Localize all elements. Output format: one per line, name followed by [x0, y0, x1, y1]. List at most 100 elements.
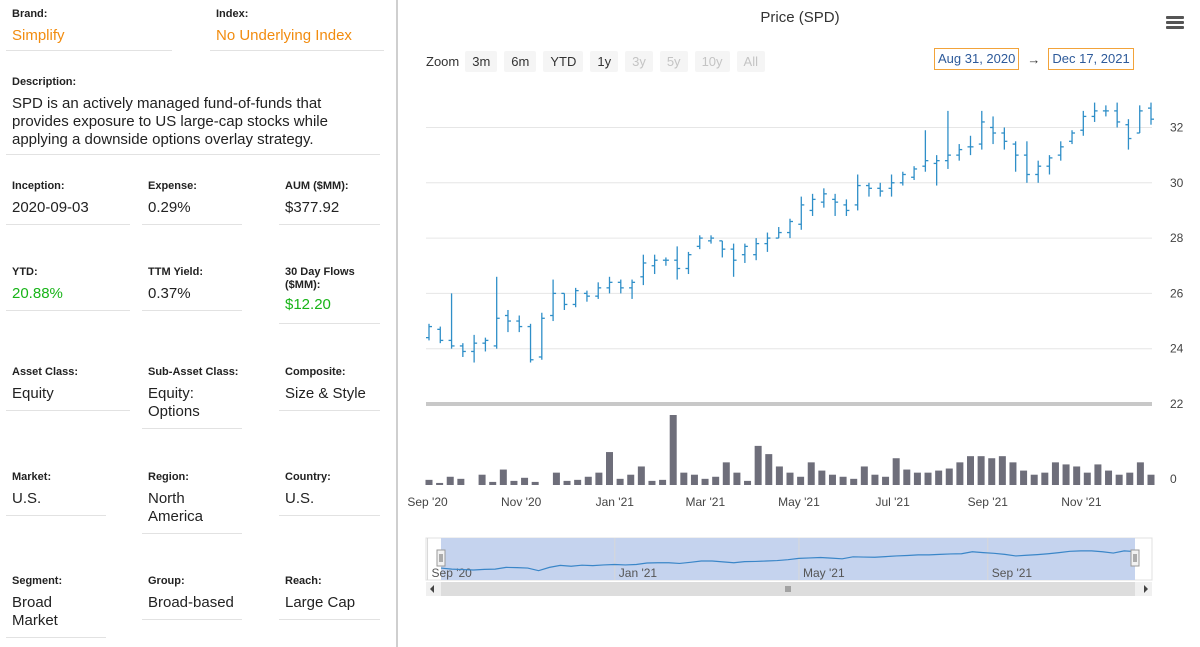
- volume-bar: [1009, 462, 1017, 485]
- volume-bar: [913, 472, 921, 485]
- volume-bar: [669, 415, 677, 485]
- zoom-10y-button[interactable]: 10y: [694, 50, 730, 72]
- divider: [6, 310, 130, 311]
- brand-label: Brand:: [12, 8, 48, 20]
- fund-details-panel: Brand: Simplify Index: No Underlying Ind…: [0, 0, 398, 647]
- volume-bar: [818, 470, 826, 485]
- volume-bar: [850, 478, 858, 485]
- range-to-input[interactable]: Dec 17, 2021: [1048, 48, 1134, 70]
- volume-bar: [754, 445, 762, 485]
- description-label: Description:: [12, 76, 77, 88]
- divider: [142, 224, 242, 225]
- brand-value[interactable]: Simplify: [12, 27, 65, 44]
- volume-bar: [775, 466, 783, 485]
- navigator-label: Jan '21: [619, 566, 658, 580]
- inception-field: Inception: 2020-09-03: [6, 180, 130, 225]
- volume-bar: [945, 468, 953, 485]
- date-range-selector: Aug 31, 2020 → Dec 17, 2021: [934, 48, 1134, 70]
- ttm-yield-value: 0.37%: [148, 285, 191, 302]
- x-tick-label: Sep '20: [407, 495, 448, 509]
- composite-label: Composite:: [285, 366, 346, 378]
- volume-bar: [967, 456, 974, 485]
- volume-bar: [807, 462, 815, 485]
- x-tick-label: Nov '21: [1061, 495, 1102, 509]
- volume-bar: [595, 472, 603, 485]
- index-value[interactable]: No Underlying Index: [216, 27, 352, 44]
- zoom-all-button[interactable]: All: [736, 50, 765, 72]
- reach-label: Reach:: [285, 575, 322, 587]
- volume-bar: [924, 472, 932, 485]
- divider: [279, 410, 380, 411]
- zoom-5y-button[interactable]: 5y: [659, 50, 688, 72]
- description-value: SPD is an actively managed fund-of-funds…: [12, 95, 328, 148]
- x-tick-label: Sep '21: [968, 495, 1009, 509]
- flows-field: 30 Day Flows ($MM): $12.20: [279, 266, 380, 324]
- divider: [6, 637, 106, 638]
- volume-bar: [977, 456, 985, 485]
- segment-field: Segment: Broad Market: [6, 575, 106, 638]
- divider: [142, 310, 242, 311]
- zoom-3y-button[interactable]: 3y: [625, 50, 653, 72]
- volume-bar: [712, 476, 720, 485]
- volume-bar: [1105, 470, 1113, 485]
- flows-value: $12.20: [285, 296, 331, 313]
- divider: [6, 224, 130, 225]
- volume-bar: [1094, 464, 1102, 485]
- group-field: Group: Broad-based: [142, 575, 242, 620]
- country-field: Country: U.S.: [279, 471, 380, 516]
- asset-class-label: Asset Class:: [12, 366, 79, 378]
- volume-bar: [659, 479, 667, 485]
- ytd-field: YTD: 20.88%: [6, 266, 130, 311]
- aum-value: $377.92: [285, 199, 340, 216]
- segment-label: Segment:: [12, 575, 63, 587]
- expense-value: 0.29%: [148, 199, 191, 216]
- volume-bar: [627, 474, 635, 485]
- sub-asset-class-value: Equity: Options: [148, 385, 200, 420]
- volume-bar: [828, 474, 836, 485]
- volume-bar: [860, 466, 868, 485]
- zoom-1y-button[interactable]: 1y: [590, 50, 619, 72]
- price-chart: 22 24 26 28 30 32 0 Sep '20 Nov '20 Jan '21 Mar '2…: [407, 102, 1184, 596]
- asset-class-value: Equity: [12, 385, 54, 402]
- y-tick-label: 32: [1170, 120, 1184, 134]
- volume-bar: [1083, 472, 1091, 485]
- volume-bar: [1126, 472, 1134, 485]
- volume-bar: [499, 469, 507, 485]
- zoom-ytd-button[interactable]: YTD: [543, 50, 584, 72]
- ytd-label: YTD:: [12, 266, 38, 278]
- divider: [6, 154, 380, 155]
- chart-title: Price (SPD): [760, 9, 840, 26]
- region-value: North America: [148, 490, 204, 525]
- volume-bar: [701, 478, 709, 485]
- x-tick-label: Jan '21: [596, 495, 635, 509]
- ttm-yield-label: TTM Yield:: [148, 266, 203, 278]
- volume-bar: [722, 462, 730, 485]
- volume-bar: [1073, 466, 1081, 485]
- volume-bar: [988, 458, 996, 485]
- divider: [142, 619, 242, 620]
- volume-bar: [882, 476, 890, 485]
- navigator-handle: [436, 549, 446, 567]
- zoom-3m-button[interactable]: 3m: [465, 50, 498, 72]
- range-from-input[interactable]: Aug 31, 2020: [934, 48, 1020, 70]
- divider: [6, 410, 130, 411]
- hamburger-menu-icon[interactable]: [1166, 16, 1184, 30]
- range-arrow: →: [1027, 51, 1041, 67]
- divider: [279, 619, 380, 620]
- market-label: Market:: [12, 471, 52, 483]
- volume-bar: [563, 480, 571, 485]
- market-value: U.S.: [12, 490, 42, 507]
- volume-bar: [616, 478, 624, 485]
- zoom-6m-button[interactable]: 6m: [504, 50, 537, 72]
- volume-bar: [680, 472, 688, 485]
- volume-bar: [956, 462, 964, 485]
- volume-bar: [765, 454, 773, 485]
- volume-bar: [871, 474, 879, 485]
- volume-bar: [1020, 470, 1028, 485]
- region-label: Region:: [148, 471, 189, 483]
- asset-class-field: Asset Class: Equity: [6, 366, 130, 411]
- reach-value: Large Cap: [285, 594, 356, 611]
- navigator-label: Sep '21: [992, 566, 1033, 580]
- navigator-series-line: [440, 550, 1136, 572]
- volume-bar: [892, 458, 900, 485]
